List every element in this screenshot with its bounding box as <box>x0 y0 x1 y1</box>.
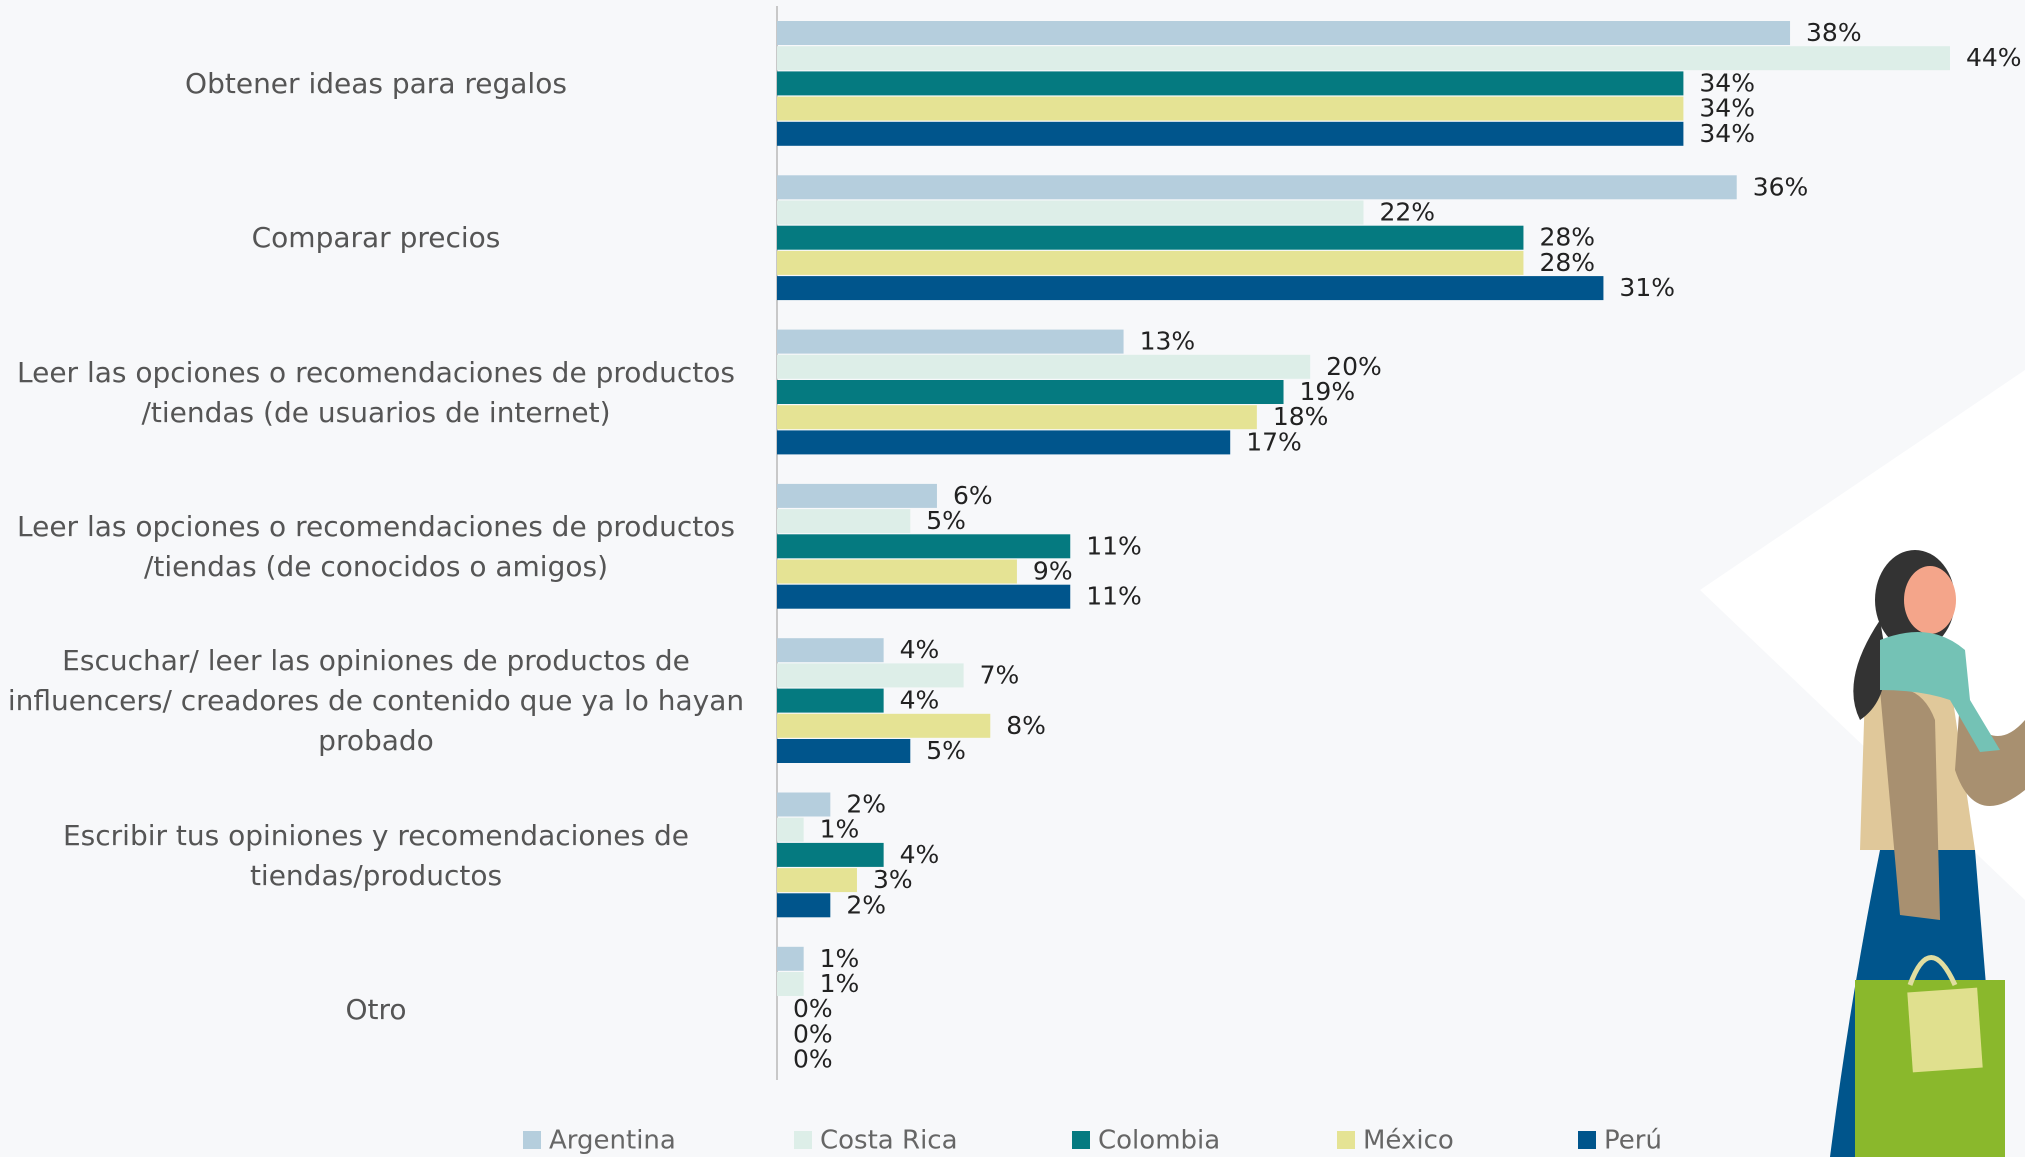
category-label: Obtener ideas para regalos <box>185 67 567 100</box>
value-label: 28% <box>1539 248 1595 277</box>
figure-face <box>1904 566 1956 634</box>
bar <box>777 200 1364 225</box>
bar <box>777 96 1684 121</box>
value-label: 2% <box>846 790 886 819</box>
bar <box>777 225 1524 250</box>
legend-label: Perú <box>1604 1126 1662 1156</box>
value-label: 34% <box>1699 94 1755 123</box>
legend-label: Argentina <box>549 1126 676 1156</box>
bar <box>777 483 937 508</box>
bar <box>777 250 1524 275</box>
category-label: Escribir tus opiniones y recomendaciones… <box>62 818 689 892</box>
bar <box>777 663 964 688</box>
value-label: 9% <box>1033 557 1073 586</box>
bar <box>777 46 1950 71</box>
bar <box>777 688 884 713</box>
bar <box>777 276 1604 301</box>
value-label: 36% <box>1753 172 1809 201</box>
value-label: 2% <box>846 890 886 919</box>
legend-swatch <box>794 1131 812 1149</box>
bar <box>777 354 1311 379</box>
illustration <box>1700 370 2025 1157</box>
figure-hair-long <box>1853 620 1886 720</box>
legend-label: México <box>1363 1126 1454 1156</box>
value-label: 1% <box>820 815 860 844</box>
value-label: 38% <box>1806 18 1862 47</box>
bar <box>777 405 1257 430</box>
value-label: 44% <box>1966 43 2022 72</box>
bar <box>777 329 1124 354</box>
legend-swatch <box>523 1131 541 1149</box>
legend-label: Costa Rica <box>820 1126 958 1156</box>
bar <box>777 972 804 996</box>
bar <box>777 584 1071 609</box>
legend-label: Colombia <box>1098 1126 1220 1156</box>
legend-swatch <box>1337 1131 1355 1149</box>
bar <box>777 559 1017 584</box>
category-label: Comparar precios <box>251 221 501 255</box>
category-label: Escuchar/ leer las opiniones de producto… <box>7 644 745 758</box>
bar <box>777 817 804 842</box>
bar <box>777 21 1791 45</box>
bar <box>777 739 911 763</box>
value-label: 4% <box>900 840 940 869</box>
value-label: 8% <box>1006 711 1046 740</box>
value-label: 34% <box>1699 119 1755 148</box>
value-label: 4% <box>900 635 940 664</box>
bar <box>777 380 1284 404</box>
bar <box>777 842 884 867</box>
value-label: 18% <box>1273 402 1329 431</box>
figure-scarf <box>1880 632 2000 752</box>
category-label: Leer las opciones o recomendaciones de p… <box>16 509 735 583</box>
bar <box>777 893 831 918</box>
category-label: Leer las opciones o recomendaciones de p… <box>16 355 735 429</box>
bar <box>777 534 1071 559</box>
value-label: 13% <box>1140 327 1196 356</box>
bars: 38%44%34%34%34%36%22%28%28%31%13%20%19%1… <box>523 18 2022 1156</box>
bar <box>777 638 884 663</box>
value-label: 20% <box>1326 352 1382 381</box>
value-label: 11% <box>1086 531 1142 560</box>
bag-handle <box>1907 955 1958 987</box>
figure-coat <box>1880 688 1940 920</box>
bar <box>777 946 804 971</box>
value-label: 1% <box>820 969 860 998</box>
bar <box>777 713 991 738</box>
bar <box>777 509 911 534</box>
bar <box>777 868 857 893</box>
value-label: 0% <box>793 1045 833 1074</box>
value-label: 3% <box>873 865 913 894</box>
value-label: 5% <box>926 506 966 535</box>
bar <box>777 175 1737 200</box>
value-label: 22% <box>1380 198 1436 227</box>
bar <box>777 71 1684 96</box>
bar <box>777 792 831 817</box>
value-label: 5% <box>926 736 966 765</box>
bar <box>777 430 1231 455</box>
bar <box>777 121 1684 146</box>
value-label: 19% <box>1300 377 1356 406</box>
value-label: 7% <box>980 660 1020 689</box>
value-label: 28% <box>1539 223 1595 252</box>
value-label: 1% <box>820 944 860 973</box>
legend-swatch <box>1072 1131 1090 1149</box>
value-label: 0% <box>793 994 833 1023</box>
value-label: 34% <box>1699 68 1755 97</box>
value-label: 11% <box>1086 582 1142 611</box>
legend-swatch <box>1578 1131 1596 1149</box>
value-label: 0% <box>793 1019 833 1048</box>
value-label: 4% <box>900 686 940 715</box>
category-label: Otro <box>345 992 407 1026</box>
value-label: 31% <box>1619 273 1675 302</box>
bag-tag <box>1907 987 1983 1073</box>
value-label: 6% <box>953 481 993 510</box>
value-label: 17% <box>1246 427 1302 456</box>
